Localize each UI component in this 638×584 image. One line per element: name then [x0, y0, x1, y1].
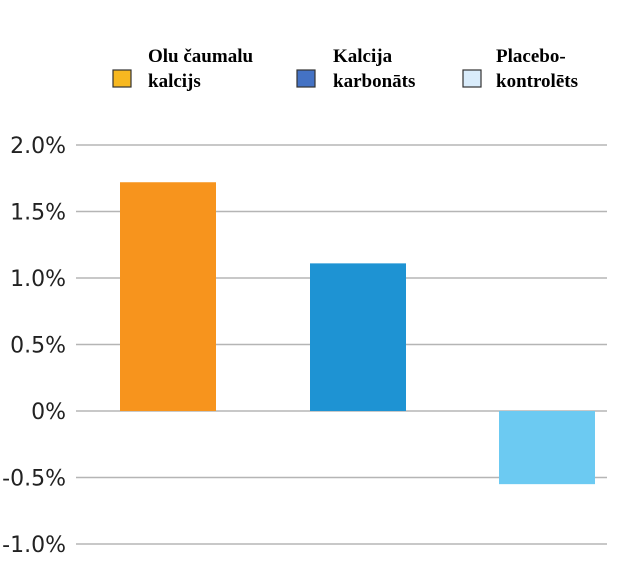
y-tick-label: 0%: [31, 400, 66, 425]
y-tick-label: 0.5%: [10, 334, 66, 359]
bars: [120, 182, 595, 485]
legend-label: karbonāts: [333, 71, 415, 92]
legend-entry-2: Kalcija karbonāts: [296, 46, 415, 92]
legend-label: Olu čaumalu: [148, 46, 253, 67]
legend-entry-3: Placebo-kontrolēts: [462, 46, 578, 92]
bar-2: [310, 263, 406, 411]
bar-3: [499, 411, 595, 485]
legend-label: Kalcija: [333, 46, 393, 67]
y-tick-label: 1.5%: [10, 201, 66, 226]
y-tick-label: -0.5%: [2, 467, 66, 492]
y-axis: 2.0% 1.5% 1.0% 0.5% 0% -0.5% -1.0%: [2, 134, 66, 558]
legend-swatch: [462, 69, 482, 88]
legend-swatch: [296, 69, 316, 88]
y-tick-label: 2.0%: [10, 134, 66, 159]
y-tick-label: -1.0%: [2, 533, 66, 558]
legend-label: Placebo-: [496, 46, 566, 67]
bar-1: [120, 182, 216, 411]
legend-label: kalcijs: [148, 71, 201, 92]
legend-label: kontrolēts: [496, 71, 578, 92]
legend: Olu čaumalu kalcijs Kalcija karbonāts Placeb…: [112, 46, 578, 92]
legend-entry-1: Olu čaumalu kalcijs: [112, 46, 253, 92]
legend-swatch: [112, 69, 132, 88]
y-tick-label: 1.0%: [10, 267, 66, 292]
